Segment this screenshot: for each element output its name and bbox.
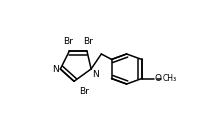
Text: N: N bbox=[92, 70, 98, 79]
Text: Br: Br bbox=[63, 37, 73, 46]
Text: N: N bbox=[52, 64, 59, 74]
Text: O: O bbox=[155, 74, 162, 83]
Text: CH₃: CH₃ bbox=[162, 74, 176, 83]
Text: Br: Br bbox=[80, 87, 89, 96]
Text: Br: Br bbox=[83, 37, 93, 46]
